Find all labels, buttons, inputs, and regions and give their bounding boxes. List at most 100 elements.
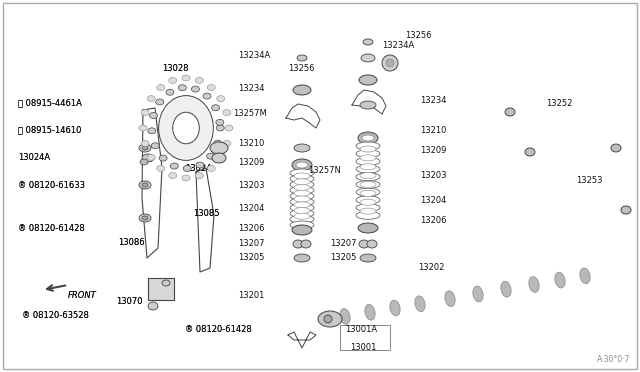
Text: 13204: 13204	[420, 196, 446, 205]
Ellipse shape	[290, 221, 314, 229]
Ellipse shape	[195, 173, 204, 179]
Ellipse shape	[294, 202, 310, 208]
Ellipse shape	[356, 157, 380, 166]
Ellipse shape	[358, 223, 378, 233]
Text: 13028: 13028	[162, 64, 189, 73]
Ellipse shape	[611, 144, 621, 152]
Text: 13086: 13086	[118, 237, 145, 247]
Ellipse shape	[294, 179, 310, 185]
Ellipse shape	[385, 295, 405, 321]
Text: ® 08120-61428: ® 08120-61428	[18, 224, 84, 232]
Ellipse shape	[358, 132, 378, 144]
Ellipse shape	[290, 175, 314, 183]
Ellipse shape	[203, 93, 211, 99]
Bar	[148, 278, 174, 300]
Ellipse shape	[290, 169, 314, 177]
Ellipse shape	[182, 75, 190, 81]
Ellipse shape	[147, 96, 156, 102]
Text: ® 08120-61633: ® 08120-61633	[18, 180, 85, 189]
Ellipse shape	[356, 188, 380, 196]
Polygon shape	[196, 168, 214, 272]
Text: 13207: 13207	[238, 238, 264, 247]
Ellipse shape	[290, 198, 314, 206]
Ellipse shape	[294, 213, 310, 219]
Ellipse shape	[580, 268, 590, 284]
Ellipse shape	[356, 150, 380, 158]
Text: 13234A: 13234A	[238, 51, 270, 60]
Ellipse shape	[440, 286, 460, 312]
Ellipse shape	[150, 112, 157, 119]
Ellipse shape	[148, 302, 158, 310]
Text: 13253: 13253	[576, 176, 602, 185]
Ellipse shape	[207, 84, 215, 90]
Ellipse shape	[217, 96, 225, 102]
Ellipse shape	[216, 125, 224, 131]
Ellipse shape	[216, 119, 224, 125]
Polygon shape	[352, 90, 386, 114]
Ellipse shape	[297, 55, 307, 61]
Ellipse shape	[290, 203, 314, 212]
Ellipse shape	[159, 155, 167, 161]
Text: 13001: 13001	[350, 343, 376, 353]
Ellipse shape	[363, 39, 373, 45]
Ellipse shape	[140, 159, 148, 165]
Ellipse shape	[360, 208, 376, 214]
Ellipse shape	[157, 166, 164, 171]
Text: 13001A: 13001A	[345, 326, 377, 334]
Ellipse shape	[505, 108, 515, 116]
Text: Ⓥ 08915-14610: Ⓥ 08915-14610	[18, 125, 81, 135]
Ellipse shape	[292, 159, 312, 171]
Ellipse shape	[361, 54, 375, 62]
Ellipse shape	[214, 140, 221, 146]
Ellipse shape	[151, 143, 159, 149]
Ellipse shape	[356, 142, 380, 150]
Text: ® 08120-61428: ® 08120-61428	[18, 224, 84, 232]
Ellipse shape	[290, 209, 314, 218]
Ellipse shape	[166, 89, 174, 95]
Ellipse shape	[292, 225, 312, 235]
Ellipse shape	[360, 182, 376, 187]
Ellipse shape	[501, 281, 511, 297]
Ellipse shape	[318, 311, 342, 327]
Ellipse shape	[290, 192, 314, 200]
Ellipse shape	[296, 162, 308, 168]
Text: 13024A: 13024A	[18, 153, 50, 161]
Ellipse shape	[360, 164, 376, 170]
Ellipse shape	[142, 183, 148, 187]
Ellipse shape	[356, 196, 380, 204]
Ellipse shape	[473, 286, 483, 302]
Text: 13252: 13252	[546, 99, 572, 108]
Ellipse shape	[294, 144, 310, 152]
Ellipse shape	[142, 146, 148, 150]
Ellipse shape	[207, 166, 215, 171]
Text: Ⓥ 08915-14610: Ⓥ 08915-14610	[18, 125, 81, 135]
Text: 13203: 13203	[238, 180, 264, 189]
Ellipse shape	[356, 203, 380, 212]
Ellipse shape	[390, 300, 400, 316]
Ellipse shape	[360, 254, 376, 262]
Text: 13024: 13024	[185, 164, 211, 173]
Text: 13256: 13256	[405, 31, 431, 39]
Ellipse shape	[360, 173, 376, 179]
Text: 13204: 13204	[238, 203, 264, 212]
Bar	[340, 325, 390, 350]
Ellipse shape	[529, 277, 539, 292]
Text: 13070: 13070	[116, 298, 143, 307]
Text: 13206: 13206	[420, 215, 447, 224]
Ellipse shape	[147, 154, 156, 160]
Ellipse shape	[159, 96, 213, 160]
Ellipse shape	[156, 99, 164, 105]
Ellipse shape	[169, 173, 177, 179]
Ellipse shape	[340, 308, 350, 324]
Ellipse shape	[360, 299, 380, 325]
Ellipse shape	[294, 185, 310, 190]
Text: 13257N: 13257N	[308, 166, 341, 174]
Ellipse shape	[182, 175, 190, 181]
Text: 13234: 13234	[238, 83, 264, 93]
Ellipse shape	[360, 101, 376, 109]
Polygon shape	[288, 332, 316, 348]
Text: A·30°0·7: A·30°0·7	[596, 355, 630, 364]
Ellipse shape	[148, 128, 156, 134]
Text: 13205: 13205	[330, 253, 356, 263]
Text: ® 08120-61428: ® 08120-61428	[185, 326, 252, 334]
